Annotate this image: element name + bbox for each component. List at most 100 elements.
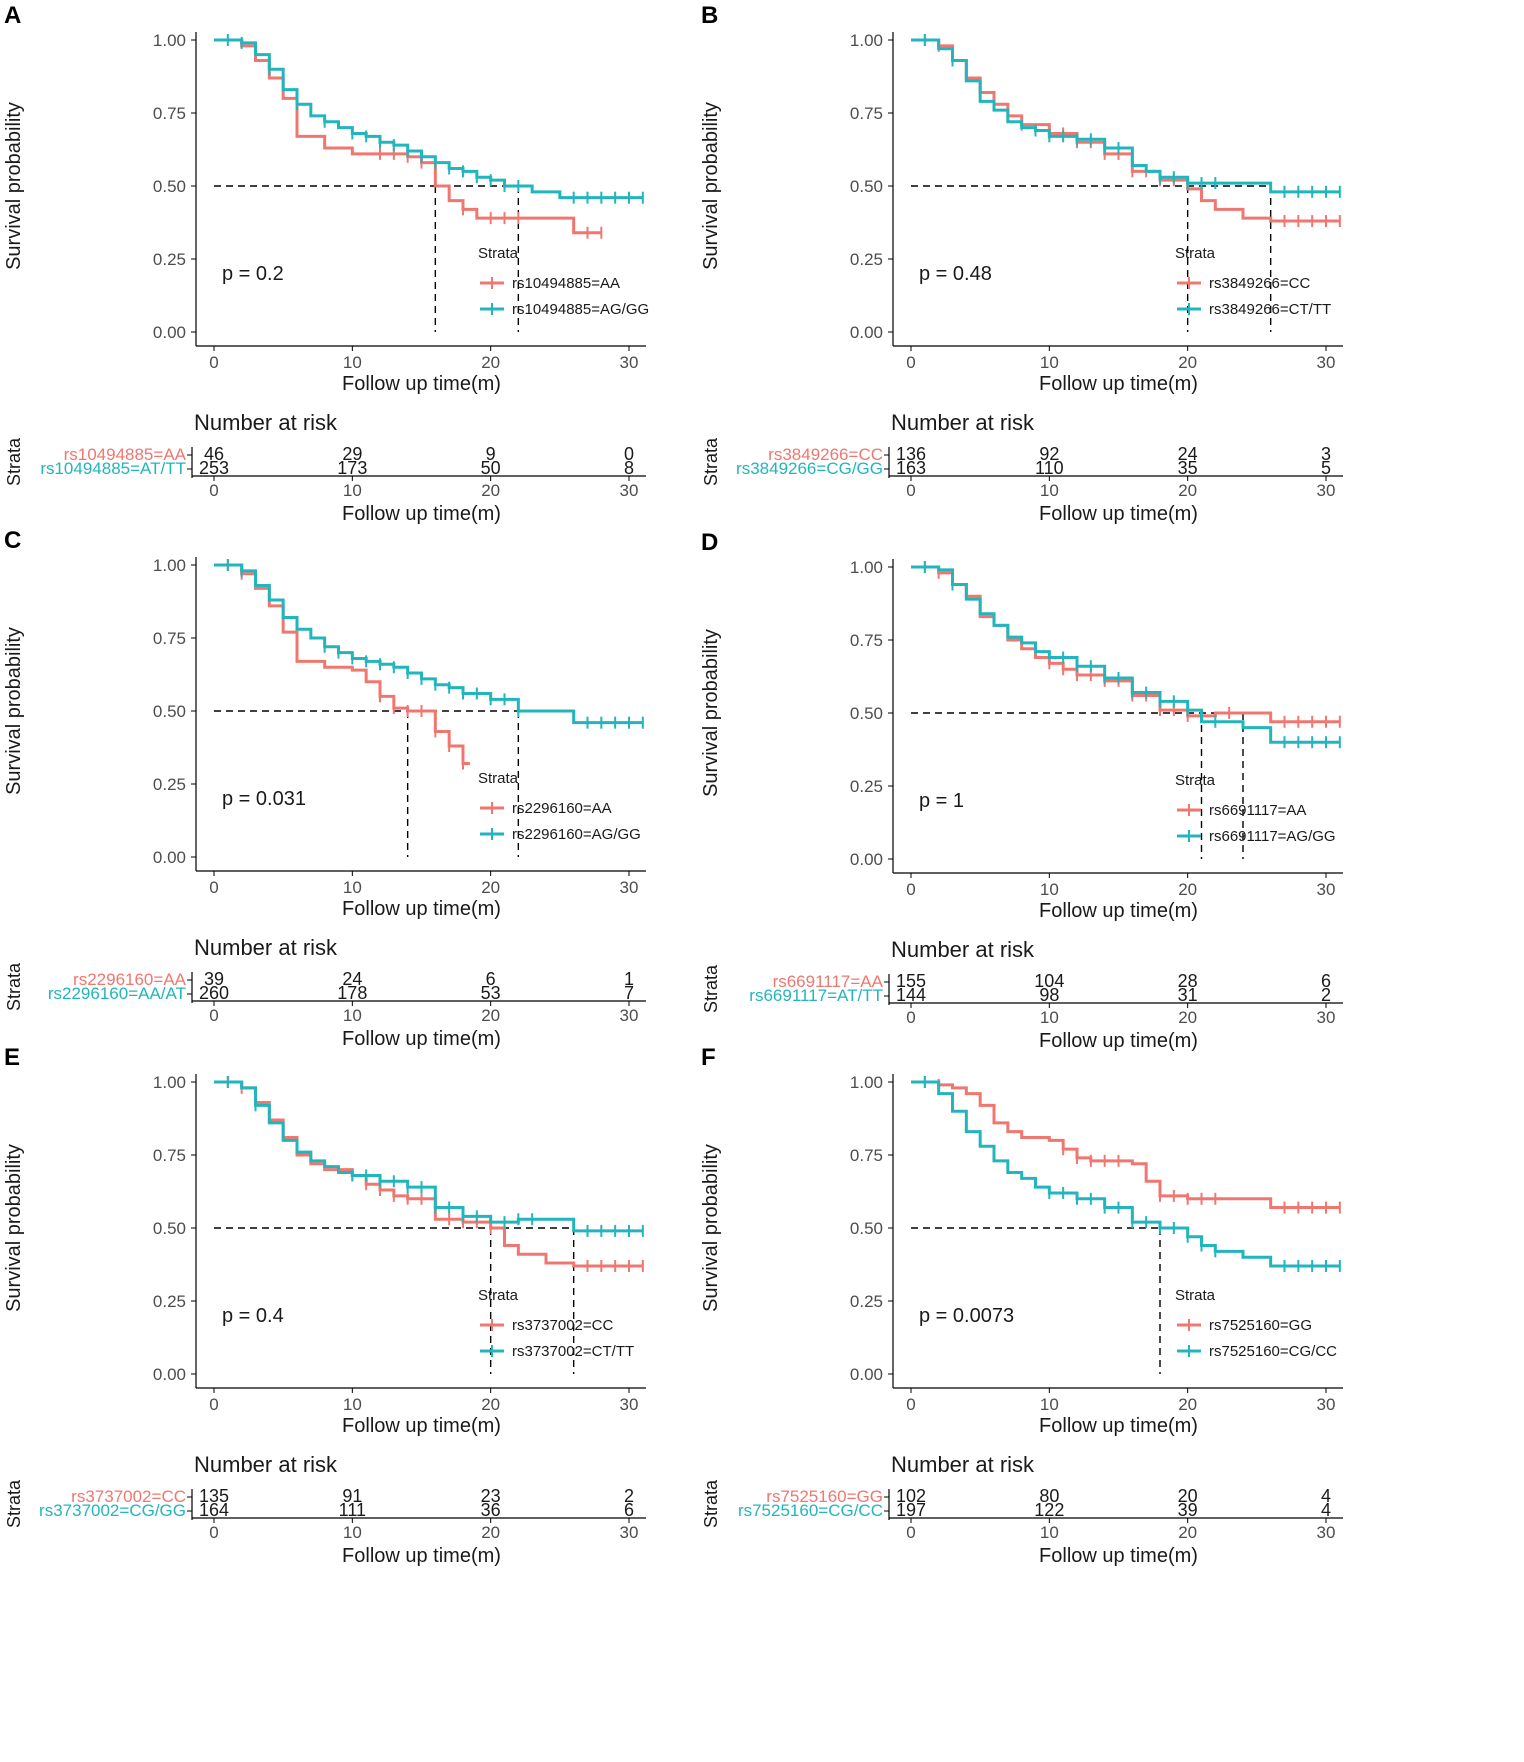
risk-count: 155 xyxy=(896,971,926,991)
risk-x-tick-label: 10 xyxy=(343,1523,362,1542)
risk-x-axis-title: Follow up time(m) xyxy=(342,503,501,525)
legend-entry: rs3737002=CT/TT xyxy=(512,1343,634,1360)
risk-count: 36 xyxy=(481,1500,501,1520)
y-tick-label: 0.75 xyxy=(153,104,186,123)
y-tick-label: 0.50 xyxy=(850,177,883,196)
x-tick-label: 30 xyxy=(620,878,639,897)
x-axis-title: Follow up time(m) xyxy=(342,1415,501,1437)
risk-count: 9 xyxy=(486,444,496,464)
x-tick-label: 0 xyxy=(906,880,915,899)
risk-count: 197 xyxy=(896,1500,926,1520)
risk-count: 5 xyxy=(1321,458,1331,478)
y-tick-label: 0.00 xyxy=(850,1365,883,1384)
x-axis-title: Follow up time(m) xyxy=(1039,1415,1198,1437)
legend-entry: rs7525160=GG xyxy=(1209,1317,1312,1334)
p-value: p = 0.031 xyxy=(222,788,306,810)
panel-f: F Survival probability 0.00 0.25 0.50 0.75 1.0… xyxy=(700,1044,1343,1567)
survival-curve-1 xyxy=(911,1080,1340,1210)
risk-table-ylabel: Strata xyxy=(4,962,24,1011)
x-tick-label: 0 xyxy=(209,878,218,897)
survival-curve-1 xyxy=(911,565,1340,724)
y-tick-label: 0.25 xyxy=(153,775,186,794)
risk-count: 0 xyxy=(624,444,634,464)
risk-table-title: Number at risk xyxy=(891,410,1035,435)
y-axis-title: Survival probability xyxy=(700,1144,722,1312)
risk-count: 111 xyxy=(339,1500,366,1520)
x-tick-label: 30 xyxy=(620,353,639,372)
risk-table-ylabel: Strata xyxy=(701,1479,721,1528)
risk-table-ylabel: Strata xyxy=(701,964,721,1013)
y-axis-title: Survival probability xyxy=(3,1144,25,1312)
risk-count: 2 xyxy=(624,1486,634,1506)
risk-x-tick-label: 30 xyxy=(1317,1523,1336,1542)
y-tick-label: 0.00 xyxy=(153,1365,186,1384)
survival-curve-2 xyxy=(214,38,643,200)
risk-x-tick-label: 10 xyxy=(343,1006,362,1025)
risk-count: 4 xyxy=(1321,1486,1331,1506)
risk-count: 31 xyxy=(1178,985,1198,1005)
risk-count: 2 xyxy=(1321,985,1331,1005)
risk-count: 29 xyxy=(342,444,362,464)
risk-row-label: rs2296160=AA xyxy=(73,970,187,989)
panel-c: C Survival probability 0.00 0.25 0.50 0.75 1.0… xyxy=(3,527,646,1050)
legend-entry: rs3849266=CT/TT xyxy=(1209,301,1331,318)
x-axis-title: Follow up time(m) xyxy=(342,373,501,395)
legend-title: Strata xyxy=(478,245,519,262)
risk-count: 20 xyxy=(1178,1486,1198,1506)
risk-x-tick-label: 20 xyxy=(1178,1008,1197,1027)
y-tick-label: 0.75 xyxy=(850,104,883,123)
legend-entry: rs3737002=CC xyxy=(512,1317,613,1334)
y-tick-label: 0.75 xyxy=(850,631,883,650)
panel-d: D Survival probability 0.00 0.25 0.50 0.75 1.0… xyxy=(700,529,1343,1052)
risk-row-label: rs3737002=CG/GG xyxy=(39,1501,186,1520)
panel-letter: D xyxy=(701,529,718,556)
legend-entry: rs6691117=AA xyxy=(1209,802,1306,819)
risk-row-label: rs6691117=AA xyxy=(773,972,884,991)
risk-count: 104 xyxy=(1034,971,1064,991)
risk-count: 110 xyxy=(1035,458,1064,478)
y-tick-label: 0.25 xyxy=(153,250,186,269)
risk-x-tick-label: 0 xyxy=(906,1523,915,1542)
x-tick-label: 30 xyxy=(1317,353,1336,372)
x-tick-label: 0 xyxy=(209,353,218,372)
y-tick-label: 0.50 xyxy=(153,702,186,721)
risk-table-title: Number at risk xyxy=(194,1452,338,1477)
risk-count: 80 xyxy=(1039,1486,1059,1506)
risk-count: 6 xyxy=(624,1500,634,1520)
x-tick-label: 20 xyxy=(481,878,500,897)
survival-curve-2 xyxy=(911,1080,1340,1268)
risk-count: 122 xyxy=(1034,1500,1064,1520)
panel-b: B Survival probability 0.00 0.25 0.50 0.75 1.0… xyxy=(700,2,1343,525)
legend-entry: rs2296160=AG/GG xyxy=(512,826,641,843)
y-tick-label: 1.00 xyxy=(850,1073,883,1092)
risk-x-tick-label: 30 xyxy=(1317,481,1336,500)
survival-curve-2 xyxy=(911,38,1340,194)
risk-count: 39 xyxy=(1178,1500,1198,1520)
risk-x-axis-title: Follow up time(m) xyxy=(1039,1030,1198,1052)
legend-title: Strata xyxy=(1175,245,1216,262)
risk-count: 253 xyxy=(199,458,229,478)
y-tick-label: 0.25 xyxy=(850,1292,883,1311)
risk-row-label: rs7525160=CG/CC xyxy=(738,1501,883,1520)
risk-table-title: Number at risk xyxy=(891,1452,1035,1477)
risk-x-tick-label: 0 xyxy=(209,481,218,500)
risk-count: 7 xyxy=(624,983,634,1003)
legend-entry: rs10494885=AA xyxy=(512,275,620,292)
risk-count: 260 xyxy=(199,983,229,1003)
risk-count: 8 xyxy=(624,458,634,478)
risk-x-tick-label: 20 xyxy=(481,1523,500,1542)
legend-entry: rs7525160=CG/CC xyxy=(1209,1343,1337,1360)
y-tick-label: 0.50 xyxy=(850,1219,883,1238)
risk-x-axis-title: Follow up time(m) xyxy=(1039,503,1198,525)
risk-count: 98 xyxy=(1039,985,1059,1005)
risk-x-tick-label: 0 xyxy=(906,1008,915,1027)
legend-title: Strata xyxy=(478,1287,519,1304)
risk-count: 6 xyxy=(1321,971,1331,991)
y-tick-label: 1.00 xyxy=(850,31,883,50)
y-tick-label: 0.00 xyxy=(153,323,186,342)
risk-count: 23 xyxy=(481,1486,501,1506)
risk-x-tick-label: 10 xyxy=(1040,1008,1059,1027)
y-tick-label: 0.50 xyxy=(850,704,883,723)
x-tick-label: 0 xyxy=(906,353,915,372)
